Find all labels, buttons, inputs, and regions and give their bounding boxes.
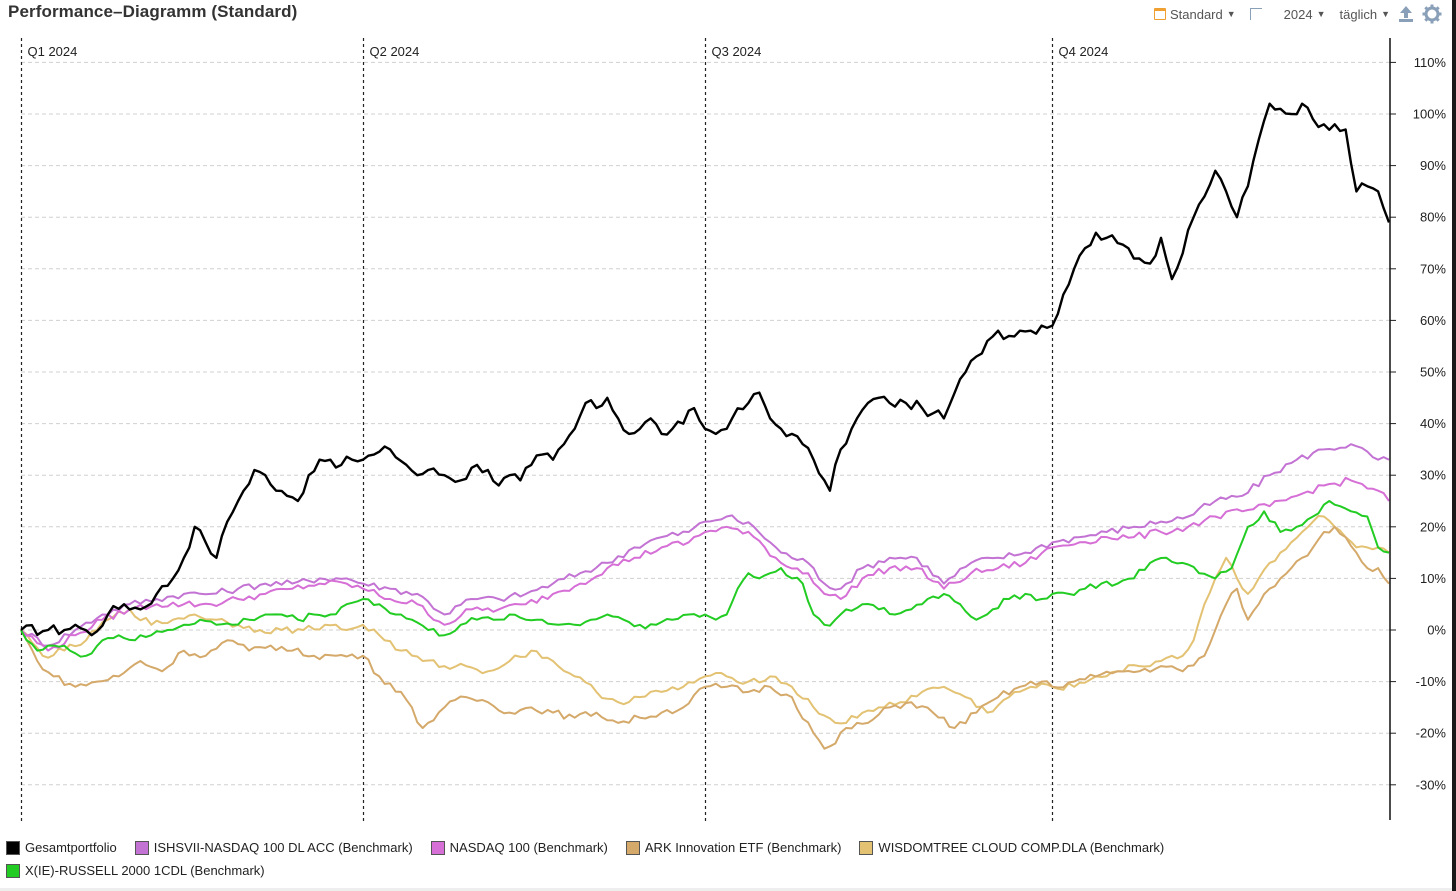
y-axis: 110% 100% 90% 80% 70% 60% 50% 40% 30% 20% 10% 0% -10… xyxy=(1389,38,1447,820)
y-tick-label: 30% xyxy=(1420,468,1446,483)
quarter-label: Q2 2024 xyxy=(370,44,420,59)
legend-item[interactable]: ARK Innovation ETF (Benchmark) xyxy=(625,840,842,855)
y-tick-label: 40% xyxy=(1420,416,1446,431)
bottom-bar xyxy=(0,888,1452,891)
legend-swatch xyxy=(625,840,640,855)
series-line-ishsvii-nasdaq-100-dl-acc-benchmark[interactable] xyxy=(20,443,1390,647)
y-tick-label: 100% xyxy=(1413,107,1447,122)
legend-item[interactable]: ISHSVII-NASDAQ 100 DL ACC (Benchmark) xyxy=(134,840,413,855)
reset-zoom-icon[interactable] xyxy=(1249,8,1262,20)
interval-dropdown[interactable]: täglich ▼ xyxy=(1340,7,1391,22)
window-edge xyxy=(1452,0,1456,891)
chevron-down-icon: ▼ xyxy=(1381,9,1390,19)
series-line-nasdaq-100-benchmark[interactable] xyxy=(20,476,1390,652)
quarter-layer: Q1 2024 Q2 2024 Q3 2024 Q4 2024 xyxy=(20,38,1109,822)
year-dropdown[interactable]: 2024 ▼ xyxy=(1284,7,1326,22)
share-icon[interactable] xyxy=(1396,4,1416,24)
chart-toolbar: Standard ▼ 2024 ▼ täglich ▼ xyxy=(1153,4,1442,24)
series-line-wisdomtree-cloud-comp-dla-benchmark[interactable] xyxy=(20,515,1390,725)
performance-chart[interactable]: Q1 2024 Q2 2024 Q3 2024 Q4 2024 110% 100% 90%… xyxy=(0,0,1452,830)
preset-dropdown[interactable]: Standard ▼ xyxy=(1153,6,1236,22)
legend-label: ARK Innovation ETF (Benchmark) xyxy=(644,840,842,855)
series-line-gesamtportfolio[interactable] xyxy=(20,102,1391,637)
y-tick-label: 50% xyxy=(1420,365,1446,380)
gear-icon[interactable] xyxy=(1422,4,1442,24)
legend-swatch xyxy=(6,863,20,878)
chevron-down-icon: ▼ xyxy=(1226,9,1236,19)
calendar-icon xyxy=(1153,8,1166,20)
series-layer xyxy=(20,102,1391,750)
interval-label: täglich xyxy=(1339,6,1378,22)
y-tick-label: 10% xyxy=(1420,571,1446,586)
quarter-label: Q1 2024 xyxy=(28,44,78,59)
legend-item[interactable]: X(IE)-RUSSELL 2000 1CDL (Benchmark) xyxy=(6,863,265,878)
y-tick-label: 20% xyxy=(1420,519,1446,534)
legend-label: ISHSVII-NASDAQ 100 DL ACC (Benchmark) xyxy=(153,840,413,855)
y-tick-label: -20% xyxy=(1416,726,1447,741)
series-line-x-ie-russell-2000-1cdl-benchmark[interactable] xyxy=(20,500,1390,658)
legend-label: NASDAQ 100 (Benchmark) xyxy=(449,840,608,855)
y-tick-label: -30% xyxy=(1416,777,1447,792)
quarter-label: Q4 2024 xyxy=(1059,44,1109,59)
legend-label: Gesamtportfolio xyxy=(25,840,117,855)
y-tick-label: 70% xyxy=(1420,261,1446,276)
year-label: 2024 xyxy=(1283,6,1313,22)
chart-legend: Gesamtportfolio ISHSVII-NASDAQ 100 DL ACC… xyxy=(6,836,1306,882)
legend-item[interactable]: Gesamtportfolio xyxy=(6,840,117,855)
legend-swatch xyxy=(134,840,149,855)
y-tick-label: 0% xyxy=(1427,623,1446,638)
series-line-ark-innovation-etf-benchmark[interactable] xyxy=(20,525,1390,750)
legend-swatch xyxy=(859,840,874,855)
page-title: Performance–Diagramm (Standard) xyxy=(8,2,298,21)
y-tick-label: 80% xyxy=(1420,210,1446,225)
quarter-label: Q3 2024 xyxy=(712,44,762,59)
legend-row: Gesamtportfolio ISHSVII-NASDAQ 100 DL ACC… xyxy=(6,836,1306,859)
legend-swatch xyxy=(430,840,445,855)
preset-label: Standard xyxy=(1169,6,1223,22)
legend-item[interactable]: WISDOMTREE CLOUD COMP.DLA (Benchmark) xyxy=(859,840,1164,855)
y-tick-label: 90% xyxy=(1420,158,1446,173)
legend-item[interactable]: NASDAQ 100 (Benchmark) xyxy=(430,840,608,855)
y-tick-label: 110% xyxy=(1414,55,1447,70)
legend-swatch xyxy=(6,840,20,855)
y-tick-label: -10% xyxy=(1416,674,1447,689)
chevron-down-icon: ▼ xyxy=(1316,9,1326,19)
legend-row: X(IE)-RUSSELL 2000 1CDL (Benchmark) xyxy=(6,859,1306,882)
y-tick-label: 60% xyxy=(1420,313,1446,328)
legend-label: WISDOMTREE CLOUD COMP.DLA (Benchmark) xyxy=(878,840,1165,855)
legend-label: X(IE)-RUSSELL 2000 1CDL (Benchmark) xyxy=(25,863,265,878)
